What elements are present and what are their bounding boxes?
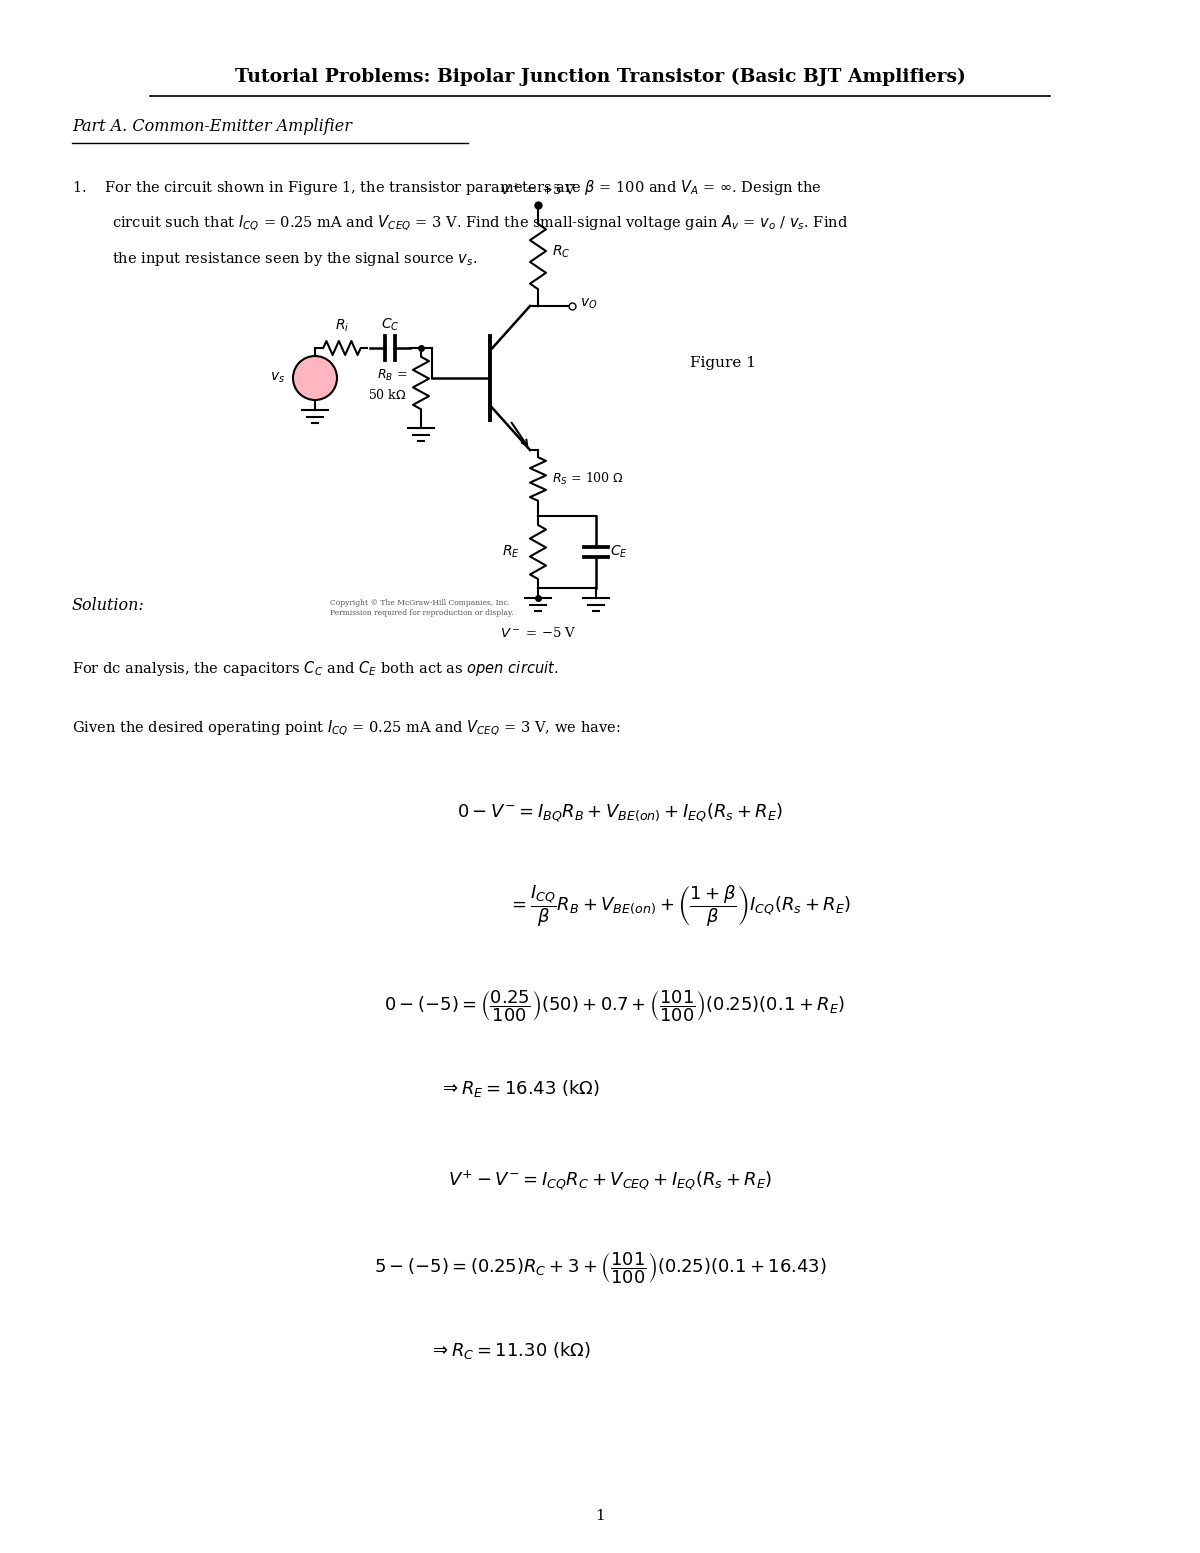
Text: Given the desired operating point $I_{CQ}$ = 0.25 mA and $V_{CEQ}$ = 3 V, we hav: Given the desired operating point $I_{CQ… xyxy=(72,719,620,738)
Text: $R_i$: $R_i$ xyxy=(335,318,349,334)
Text: $V^+$ = +5 V: $V^+$ = +5 V xyxy=(499,183,576,199)
Text: Solution:: Solution: xyxy=(72,596,145,613)
Circle shape xyxy=(293,356,337,401)
Text: $\Rightarrow R_C = 11.30\ \mathrm{(k\Omega)}$: $\Rightarrow R_C = 11.30\ \mathrm{(k\Ome… xyxy=(428,1340,592,1360)
Text: $R_E$: $R_E$ xyxy=(503,544,520,561)
Text: $V^{+} - V^{-} = I_{CQ}R_C + V_{CEQ} + I_{EQ}(R_s + R_E)$: $V^{+} - V^{-} = I_{CQ}R_C + V_{CEQ} + I… xyxy=(448,1168,772,1191)
Text: $5-(-5) = (0.25)R_C + 3 + \left(\dfrac{101}{100}\right)(0.25)(0.1+16.43)$: $5-(-5) = (0.25)R_C + 3 + \left(\dfrac{1… xyxy=(373,1250,827,1286)
Text: 1: 1 xyxy=(595,1510,605,1523)
Text: $R_C$: $R_C$ xyxy=(552,244,570,259)
Text: Figure 1: Figure 1 xyxy=(690,356,756,370)
Text: Tutorial Problems: Bipolar Junction Transistor (Basic BJT Amplifiers): Tutorial Problems: Bipolar Junction Tran… xyxy=(235,68,965,87)
Text: $V^-$ = −5 V: $V^-$ = −5 V xyxy=(499,626,576,640)
Text: the input resistance seen by the signal source $v_s$.: the input resistance seen by the signal … xyxy=(112,250,478,269)
Text: circuit such that $I_{CQ}$ = 0.25 mA and $V_{CEQ}$ = 3 V. Find the small-signal : circuit such that $I_{CQ}$ = 0.25 mA and… xyxy=(112,214,848,233)
Text: 50 k$\Omega$: 50 k$\Omega$ xyxy=(368,388,407,402)
Text: $\Rightarrow R_E = 16.43\ \mathrm{(k\Omega)}$: $\Rightarrow R_E = 16.43\ \mathrm{(k\Ome… xyxy=(439,1078,600,1100)
Text: Part A. Common-Emitter Amplifier: Part A. Common-Emitter Amplifier xyxy=(72,118,352,135)
Text: $R_B$ =: $R_B$ = xyxy=(377,368,407,382)
Text: 1.    For the circuit shown in Figure 1, the transistor parameters are $\beta$ =: 1. For the circuit shown in Figure 1, th… xyxy=(72,179,822,197)
Text: $0-(-5) = \left(\dfrac{0.25}{100}\right)(50)+0.7+\left(\dfrac{101}{100}\right)(0: $0-(-5) = \left(\dfrac{0.25}{100}\right)… xyxy=(384,988,846,1023)
Text: $R_S$ = 100 $\Omega$: $R_S$ = 100 $\Omega$ xyxy=(552,471,624,488)
Text: $v_O$: $v_O$ xyxy=(580,297,598,311)
Text: $= \dfrac{I_{CQ}}{\beta} R_B + V_{BE(on)} + \left(\dfrac{1+\beta}{\beta}\right) : $= \dfrac{I_{CQ}}{\beta} R_B + V_{BE(on)… xyxy=(509,884,852,929)
Text: Copyright © The McGraw-Hill Companies, Inc.
Permission required for reproduction: Copyright © The McGraw-Hill Companies, I… xyxy=(330,599,514,618)
Text: $0 - V^{-} = I_{BQ}R_B + V_{BE(on)} + I_{EQ}(R_s + R_E)$: $0 - V^{-} = I_{BQ}R_B + V_{BE(on)} + I_… xyxy=(457,801,784,823)
Text: For dc analysis, the capacitors $C_C$ and $C_E$ both act as $\it{open\ circuit}$: For dc analysis, the capacitors $C_C$ an… xyxy=(72,658,558,679)
Text: $v_s$: $v_s$ xyxy=(270,371,286,385)
Text: $C_C$: $C_C$ xyxy=(380,317,400,332)
Text: $C_E$: $C_E$ xyxy=(610,544,628,561)
